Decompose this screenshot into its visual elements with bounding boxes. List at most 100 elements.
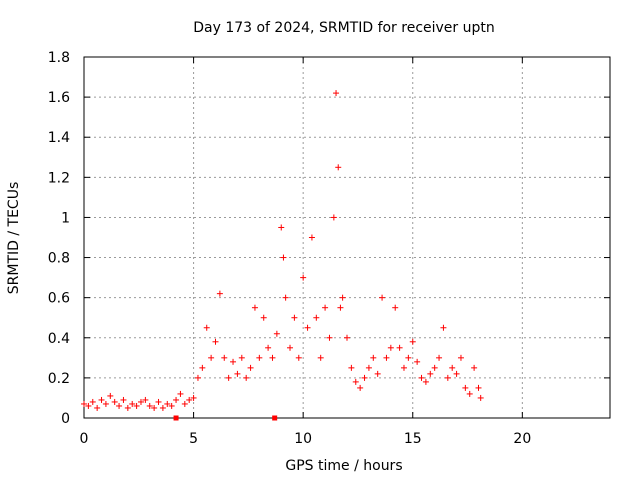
data-point [379,294,386,301]
y-tick-label: 0.8 [48,251,70,267]
grid [84,57,610,418]
data-point [344,334,350,341]
data-point [238,354,245,361]
data-point [405,354,412,361]
y-tick-label: 0.2 [48,371,70,387]
data-point [89,398,96,405]
data-point [269,354,276,361]
data-point [85,402,92,409]
data-point [186,396,193,403]
data-point [151,404,158,411]
data-point [164,400,171,407]
data-point [462,384,469,391]
data-point [449,364,456,371]
data-point [352,378,359,385]
data-point [94,404,101,411]
data-point [225,374,232,381]
data-point [287,344,294,351]
data-point [422,378,429,385]
data-point [383,354,390,361]
y-tick-label: 1.4 [48,130,70,146]
data-point [124,404,131,411]
plot-frame [83,56,611,419]
data-point [337,304,344,311]
data-point [475,384,482,391]
data-point [304,324,311,331]
data-point [129,400,136,407]
y-tick-label: 0.6 [48,291,70,307]
data-point [457,354,464,361]
data-point [256,354,263,361]
data-point [120,396,127,403]
data-point [400,364,407,371]
data-point [339,294,346,301]
data-point [418,374,425,381]
data-points [81,90,484,421]
data-point [234,370,241,377]
data-point [111,398,118,405]
data-point [387,344,394,351]
data-point [194,374,201,381]
data-point [216,290,223,297]
data-point [199,364,206,371]
data-point [374,370,381,377]
data-point [251,304,258,311]
data-point [326,334,333,341]
data-point [330,214,337,221]
data-point [221,354,228,361]
data-point [177,390,184,397]
data-point [322,304,329,311]
data-point [265,344,272,351]
data-point [361,374,368,381]
data-point [414,358,421,365]
data-point [308,234,315,241]
data-point [280,254,287,261]
data-point [466,390,473,397]
data-point [282,294,289,301]
x-axis-ticks: 0 5 10 15 20 [80,57,531,447]
data-point [116,402,123,409]
data-point [365,364,372,371]
data-point [477,394,484,401]
x-tick-label: 10 [294,431,312,447]
data-point [260,314,267,321]
data-point [98,396,105,403]
data-point [247,364,254,371]
y-tick-label: 0 [61,411,70,427]
data-point [190,394,197,401]
data-point [273,330,280,337]
data-point [243,374,250,381]
y-tick-label: 1.6 [48,90,70,106]
data-point [427,370,434,377]
data-point [208,354,215,361]
y-tick-label: 0.4 [48,331,70,347]
y-axis-label: SRMTID / TECUs [6,182,22,295]
data-point [396,344,403,351]
data-point [453,370,460,377]
data-point [155,398,162,405]
data-point [107,392,114,399]
data-point [181,400,188,407]
data-point [159,404,166,411]
data-point [203,324,210,331]
x-tick-label: 5 [189,431,198,447]
data-point [444,374,451,381]
data-point [333,90,340,97]
data-point [142,396,149,403]
data-point [440,324,447,331]
data-point [137,398,144,405]
y-axis-ticks: 0 0.2 0.4 0.6 0.8 1 1.2 1.4 1.6 1.8 [48,50,610,427]
y-tick-label: 1.2 [48,170,70,186]
data-point [81,400,87,407]
outlier-point [272,415,278,421]
data-point [409,338,416,345]
data-point [431,364,438,371]
x-tick-label: 0 [80,431,89,447]
data-point [392,304,399,311]
data-point [212,338,219,345]
data-point [357,384,364,391]
data-point [278,224,285,231]
data-point [335,164,342,171]
data-point [146,402,153,409]
